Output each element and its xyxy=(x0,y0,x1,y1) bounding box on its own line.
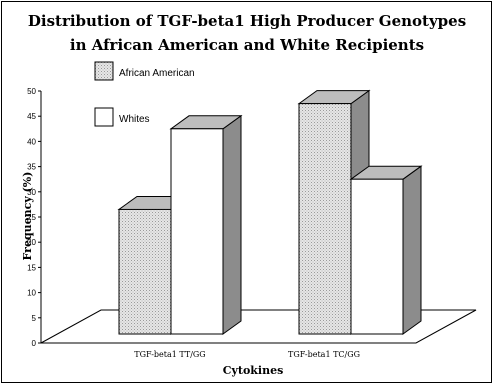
bar-side-face xyxy=(222,114,242,335)
y-tick-label: 5 xyxy=(32,314,37,323)
bar-whites xyxy=(169,114,243,335)
y-axis-label: Frequency (%) xyxy=(21,172,34,261)
bar-whites xyxy=(349,165,423,335)
chart-title-line-1: Distribution of TGF-beta1 High Producer … xyxy=(28,12,466,30)
bar-front-face xyxy=(118,208,172,335)
y-tick-label: 30 xyxy=(27,188,36,197)
bar-side-face xyxy=(402,165,422,335)
category-label: TGF-beta1 TC/GG xyxy=(288,350,360,359)
y-tick-label: 10 xyxy=(27,289,36,298)
y-tick-label: 45 xyxy=(27,112,36,121)
y-tick-label: 0 xyxy=(32,339,37,348)
axes: 0 5 10 15 20 25 30 35 40 45 50 TGF-beta1 TT/GG TGF-b… xyxy=(27,87,477,359)
y-tick-label: 40 xyxy=(27,137,36,146)
bar-front-face xyxy=(298,103,352,335)
legend-label: African American xyxy=(119,68,195,79)
bars xyxy=(117,89,423,335)
legend: African American Whites xyxy=(94,61,195,127)
x-axis-label: Cytokines xyxy=(223,364,284,377)
y-tick-label: 25 xyxy=(27,213,36,222)
y-tick-label: 50 xyxy=(27,87,36,96)
chart-title-line-2: in African American and White Recipients xyxy=(70,36,424,54)
legend-label: Whites xyxy=(119,114,150,125)
legend-swatch xyxy=(94,107,114,127)
y-tick-label: 20 xyxy=(27,238,36,247)
bar-front-face xyxy=(350,178,404,335)
legend-swatch xyxy=(94,61,114,81)
bar-front-face xyxy=(170,128,224,335)
y-tick-label: 15 xyxy=(27,263,36,272)
y-tick-label: 35 xyxy=(27,163,36,172)
category-label: TGF-beta1 TT/GG xyxy=(134,350,205,359)
